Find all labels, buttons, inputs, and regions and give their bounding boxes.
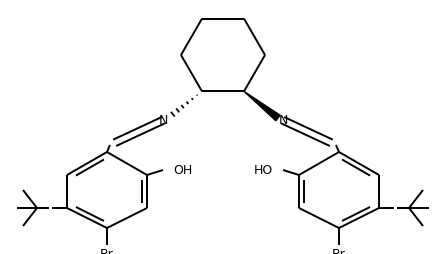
Text: HO: HO — [254, 165, 273, 178]
Text: N: N — [158, 114, 168, 126]
Text: Br: Br — [100, 248, 114, 254]
Text: Br: Br — [332, 248, 346, 254]
Text: OH: OH — [173, 165, 192, 178]
Polygon shape — [244, 91, 280, 121]
Text: N: N — [278, 114, 288, 126]
